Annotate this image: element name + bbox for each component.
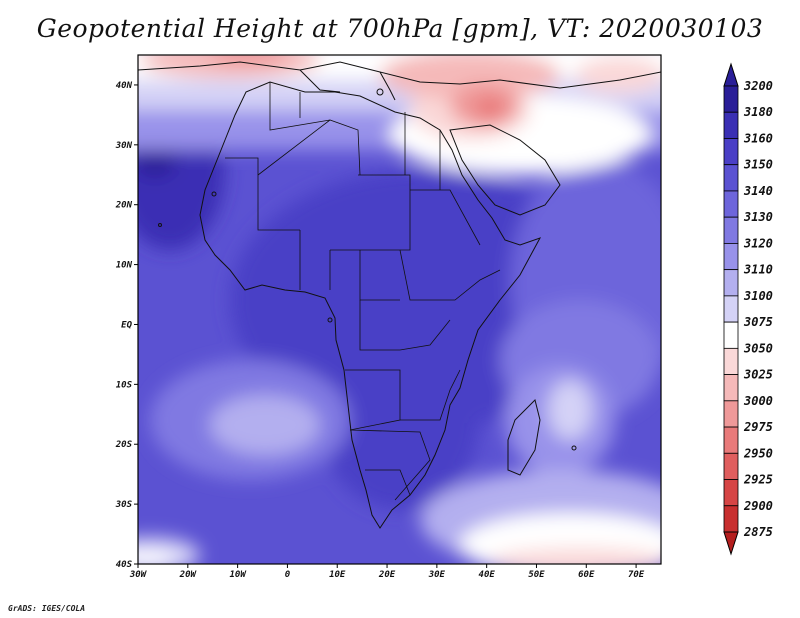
colorbar-swatch xyxy=(723,505,739,533)
y-tick-label: 20S xyxy=(115,440,133,450)
colorbar-swatch xyxy=(723,269,739,297)
x-tick-label: 60E xyxy=(578,570,595,580)
colorbar-label: 3025 xyxy=(743,368,773,382)
colorbar-swatch xyxy=(723,295,739,323)
height-field xyxy=(138,55,661,564)
x-tick-label: 40E xyxy=(479,570,496,580)
colorbar-swatch xyxy=(723,374,739,402)
colorbar-label: 3075 xyxy=(743,315,773,329)
colorbar-swatch xyxy=(723,243,739,271)
y-tick-label: 30N xyxy=(115,141,133,151)
colorbar-swatch xyxy=(723,85,739,113)
colorbar-swatch xyxy=(723,479,739,507)
x-tick-label: 30E xyxy=(428,570,446,580)
colorbar-label: 3120 xyxy=(743,236,773,250)
colorbar-swatch xyxy=(723,452,739,480)
map-frame xyxy=(137,54,662,565)
x-tick-label: 0 xyxy=(285,570,291,580)
x-tick-label: 30W xyxy=(129,570,148,580)
y-axis-ticks: 40S 30S 20S 10S EQ 10N 20N 30N 40N xyxy=(115,81,138,570)
x-tick-label: 50E xyxy=(528,570,545,580)
country-borders xyxy=(225,82,501,501)
x-tick-label: 20W xyxy=(179,570,198,580)
colorbar-bottom-arrow xyxy=(723,531,739,556)
x-tick-label: 20E xyxy=(378,570,396,580)
colorbar-label: 2925 xyxy=(743,473,773,487)
colorbar-label: 2900 xyxy=(743,499,773,513)
colorbar-label: 3110 xyxy=(743,263,773,277)
colorbar-label: 2875 xyxy=(743,525,773,539)
colorbar-label: 3180 xyxy=(743,105,773,119)
colorbar-label: 3150 xyxy=(743,158,773,172)
colorbar-swatch xyxy=(723,111,739,139)
y-tick-label: 10S xyxy=(116,380,133,390)
colorbar-label: 3160 xyxy=(743,131,773,145)
x-axis-ticks: 30W 20W 10W 0 10E 20E 30E 40E 50E 60E 70E xyxy=(129,564,645,580)
colorbar-swatch xyxy=(723,347,739,375)
colorbar-label: 3130 xyxy=(743,210,773,224)
y-tick-label: EQ xyxy=(121,320,132,330)
chart-title: Geopotential Height at 700hPa [gpm], VT:… xyxy=(36,14,764,43)
footer-credit: GrADS: IGES/COLA xyxy=(8,604,86,613)
y-tick-label: 30S xyxy=(115,500,133,510)
colorbar-swatch xyxy=(723,321,739,349)
x-tick-label: 10W xyxy=(229,570,247,580)
colorbar-label: 3200 xyxy=(743,79,773,93)
y-tick-label: 40S xyxy=(116,560,133,570)
y-tick-label: 20N xyxy=(115,201,133,211)
colorbar: 3200 3180 3160 3150 3140 3130 3120 3110 3100 3075… xyxy=(723,62,773,556)
colorbar-swatch xyxy=(723,426,739,454)
colorbar-swatch xyxy=(723,164,739,192)
colorbar-label: 2950 xyxy=(743,446,773,460)
x-tick-label: 10E xyxy=(329,570,346,580)
colorbar-swatch xyxy=(723,190,739,218)
colorbar-label: 3000 xyxy=(743,394,773,408)
x-tick-label: 70E xyxy=(628,570,645,580)
colorbar-swatch xyxy=(723,138,739,166)
colorbar-swatch xyxy=(723,400,739,428)
colorbar-label: 3050 xyxy=(743,341,773,355)
colorbar-label: 3100 xyxy=(743,289,773,303)
colorbar-label: 3140 xyxy=(743,184,773,198)
y-tick-label: 10N xyxy=(116,261,133,271)
colorbar-swatch xyxy=(723,216,739,244)
y-tick-label: 40N xyxy=(116,81,133,91)
colorbar-label: 2975 xyxy=(743,420,773,434)
colorbar-top-arrow xyxy=(723,62,739,87)
